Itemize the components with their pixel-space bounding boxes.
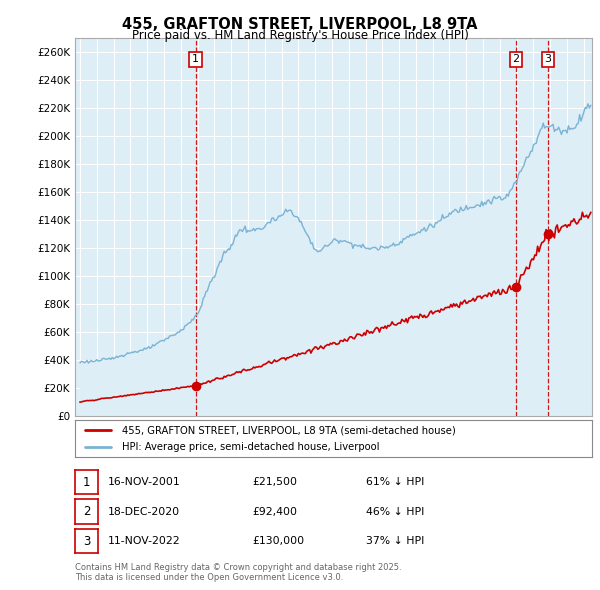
Text: 3: 3: [544, 54, 551, 64]
Text: £130,000: £130,000: [252, 536, 304, 546]
Text: 61% ↓ HPI: 61% ↓ HPI: [366, 477, 424, 487]
Text: 18-DEC-2020: 18-DEC-2020: [108, 507, 180, 516]
Text: Price paid vs. HM Land Registry's House Price Index (HPI): Price paid vs. HM Land Registry's House …: [131, 30, 469, 42]
Text: 46% ↓ HPI: 46% ↓ HPI: [366, 507, 424, 516]
Text: 455, GRAFTON STREET, LIVERPOOL, L8 9TA (semi-detached house): 455, GRAFTON STREET, LIVERPOOL, L8 9TA (…: [122, 425, 455, 435]
Text: £92,400: £92,400: [252, 507, 297, 516]
Text: 1: 1: [192, 54, 199, 64]
Text: 455, GRAFTON STREET, LIVERPOOL, L8 9TA: 455, GRAFTON STREET, LIVERPOOL, L8 9TA: [122, 17, 478, 31]
Text: HPI: Average price, semi-detached house, Liverpool: HPI: Average price, semi-detached house,…: [122, 442, 379, 452]
Text: 16-NOV-2001: 16-NOV-2001: [108, 477, 181, 487]
Text: £21,500: £21,500: [252, 477, 297, 487]
Text: 37% ↓ HPI: 37% ↓ HPI: [366, 536, 424, 546]
Text: 2: 2: [512, 54, 520, 64]
Text: Contains HM Land Registry data © Crown copyright and database right 2025.
This d: Contains HM Land Registry data © Crown c…: [75, 563, 401, 582]
Text: 11-NOV-2022: 11-NOV-2022: [108, 536, 181, 546]
Text: 2: 2: [83, 505, 90, 518]
Text: 3: 3: [83, 535, 90, 548]
Text: 1: 1: [83, 476, 90, 489]
